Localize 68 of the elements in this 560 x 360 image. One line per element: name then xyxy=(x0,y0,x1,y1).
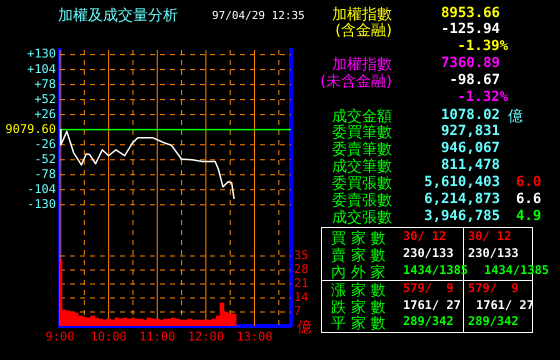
x-tick-label: 11:00 xyxy=(139,329,176,344)
text: 9079.60 xyxy=(5,122,56,136)
text: 6.0 xyxy=(516,174,542,190)
text: 927,831 xyxy=(440,123,500,139)
y-tick-label: +130 xyxy=(27,46,56,61)
text: -1.39% xyxy=(457,38,508,54)
text: 委買張數 xyxy=(332,174,392,192)
y-tick-label: -78 xyxy=(34,166,56,181)
text: 30/ 12 xyxy=(403,229,446,243)
text: 平 家 數 xyxy=(331,314,386,333)
text: 4.9 xyxy=(516,208,542,224)
y-tick-label: +26 xyxy=(34,106,56,121)
text: 漲 家 數 xyxy=(331,281,386,299)
text: 289/342 xyxy=(403,314,454,328)
y2-tick-label: 28 xyxy=(294,262,308,276)
text: 買 家 數 xyxy=(331,229,386,247)
y2-tick-label: 21 xyxy=(294,276,308,290)
text: 成交張數 xyxy=(332,208,392,227)
chart-subtitle: 97/04/29 12:35 xyxy=(212,9,305,22)
x-tick-label: 10:00 xyxy=(90,329,127,344)
y2-tick-label: 14 xyxy=(294,290,308,304)
x-tick-label: 13:00 xyxy=(236,329,273,344)
text: 5,610,403 xyxy=(424,174,500,190)
x-tick-label: 9:00 xyxy=(46,329,74,344)
text: 6.6 xyxy=(516,191,542,207)
text: -1.32% xyxy=(457,89,508,105)
text: 賣 家 數 xyxy=(331,246,386,264)
text: 加權指數 xyxy=(332,5,392,23)
y-tick-label: +52 xyxy=(34,92,56,106)
text: 230/133 xyxy=(403,246,454,260)
text: 委賣筆數 xyxy=(332,140,392,158)
text: 內 外 家 xyxy=(331,263,386,282)
x-tick-label: 12:00 xyxy=(188,329,224,344)
text: 加權指數 xyxy=(332,55,392,74)
text: 289/342 xyxy=(468,314,519,328)
text: 成交金額 xyxy=(332,107,392,125)
text: 946,067 xyxy=(440,140,500,156)
text: -98.67 xyxy=(449,72,500,88)
text: 7360.89 xyxy=(440,55,500,71)
y-tick-label: -52 xyxy=(34,152,56,166)
text: 跌 家 數 xyxy=(331,298,386,316)
text: 3,946,785 xyxy=(424,208,500,224)
y2-tick-label: 7 xyxy=(294,304,302,318)
text: 1761/ 27 xyxy=(476,298,534,312)
y-tick-label: +78 xyxy=(34,76,56,91)
text: 30/ 12 xyxy=(468,229,512,243)
text: 委買筆數 xyxy=(332,123,392,142)
y2-tick-label: 35 xyxy=(294,248,308,262)
text: (含金融) xyxy=(335,21,392,40)
y-tick-label: +104 xyxy=(27,62,56,76)
text: 1078.02 xyxy=(440,107,500,123)
y-tick-label: -130 xyxy=(27,196,56,211)
text: 億 xyxy=(508,107,523,126)
text: 8953.66 xyxy=(440,5,500,21)
chart-title: 加權及成交量分析 xyxy=(58,6,178,25)
text: 811,478 xyxy=(440,157,500,173)
text: 委賣張數 xyxy=(332,191,392,209)
text: 1761/ 27 xyxy=(403,298,461,312)
text: 6,214,873 xyxy=(424,191,500,207)
y2-axis-title: 億 xyxy=(297,318,312,337)
y-tick-label: -104 xyxy=(27,182,56,196)
text: -125.94 xyxy=(440,21,500,37)
text: 579/ 9 xyxy=(468,281,519,295)
text: 230/133 xyxy=(468,246,519,260)
y-tick-label: -26 xyxy=(34,136,56,151)
text: 成交筆數 xyxy=(332,157,392,176)
text: 579/ 9 xyxy=(403,281,454,295)
text: (未含金融) xyxy=(320,72,392,91)
